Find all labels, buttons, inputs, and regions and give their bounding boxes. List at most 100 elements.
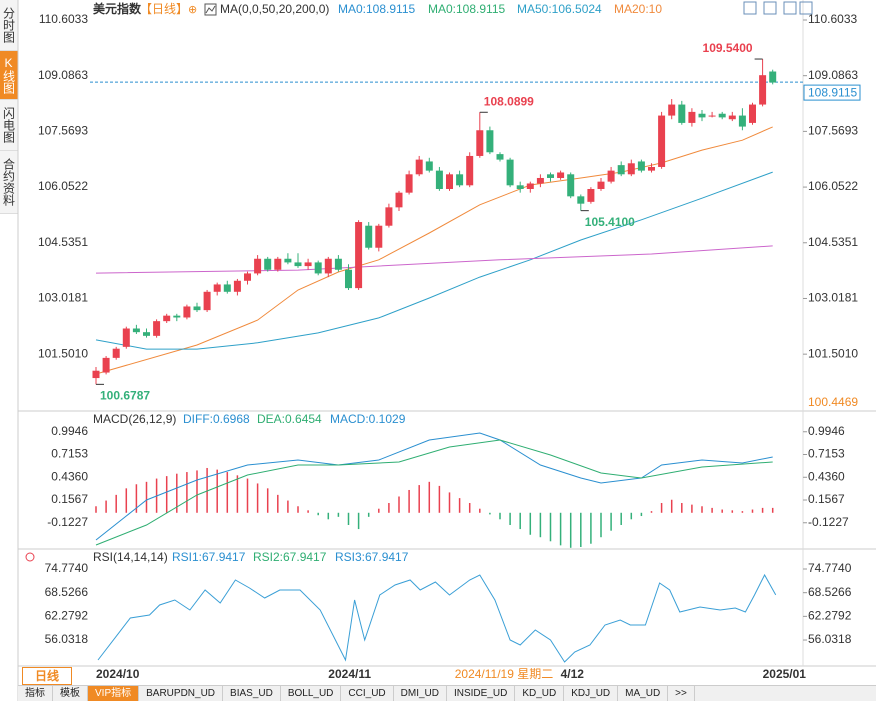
- macd-bar: [337, 512, 340, 517]
- indicator-tab[interactable]: 指标: [18, 686, 53, 701]
- macd-bar: [519, 512, 521, 530]
- window-button[interactable]: [783, 1, 797, 15]
- indicator-tab[interactable]: CCI_UD: [341, 686, 394, 701]
- legend-label: RSI3:67.9417: [335, 550, 409, 564]
- add-icon[interactable]: ⊕: [188, 4, 197, 16]
- indicator-icon[interactable]: [204, 3, 217, 16]
- candle-body: [627, 163, 635, 175]
- macd-bar: [388, 503, 390, 513]
- candle-body: [486, 130, 494, 153]
- candle-body: [132, 328, 140, 333]
- macd-bar: [277, 494, 279, 513]
- candle-body: [173, 315, 181, 318]
- x-tick-label: 4/12: [561, 667, 585, 681]
- macd-bar: [559, 512, 562, 546]
- indicator-tab[interactable]: KD_UD: [515, 686, 565, 701]
- candle-body: [698, 113, 706, 118]
- side-tab[interactable]: 分时图: [0, 0, 18, 51]
- candle-body: [577, 196, 585, 204]
- macd-bar: [499, 512, 501, 520]
- indicator-line: [95, 439, 773, 546]
- candle-body: [516, 185, 524, 189]
- y-tick-label: 110.6033: [808, 12, 857, 26]
- indicator-tab[interactable]: BARUPDN_UD: [139, 686, 224, 701]
- macd-bar: [256, 483, 259, 513]
- candle-body: [688, 111, 696, 123]
- candle-body: [274, 258, 282, 270]
- macd-bar: [580, 512, 582, 547]
- indicator-label: MA20:10: [614, 2, 662, 16]
- candle-body: [324, 258, 332, 274]
- macd-bar: [226, 472, 229, 513]
- macd-bar: [711, 507, 713, 513]
- y-tick-label: -0.1227: [47, 515, 88, 529]
- side-tab[interactable]: 合约资料: [0, 151, 18, 214]
- macd-bar: [741, 511, 744, 513]
- candle-body: [264, 258, 272, 270]
- macd-bar: [236, 475, 239, 513]
- settings-icon[interactable]: [25, 552, 35, 562]
- macd-bar: [125, 488, 128, 513]
- y-tick-label: 0.4360: [808, 469, 845, 483]
- y-tick-label: 74.7740: [808, 561, 852, 575]
- indicator-tab[interactable]: BOLL_UD: [281, 686, 342, 701]
- macd-bar: [347, 512, 350, 525]
- candle-body: [122, 328, 130, 347]
- macd-bar: [206, 467, 208, 513]
- y-tick-label: 0.1567: [808, 492, 845, 506]
- candle-body: [749, 104, 756, 123]
- macd-bar: [549, 512, 552, 542]
- x-tick-label: 2024/11: [328, 667, 371, 681]
- chart-title: 美元指数: [93, 1, 142, 16]
- y-tick-label: 110.6033: [39, 12, 88, 26]
- indicator-tab[interactable]: BIAS_UD: [223, 686, 281, 701]
- window-button[interactable]: [743, 1, 757, 15]
- macd-bar: [670, 499, 673, 513]
- y-tick-label: 62.2792: [45, 609, 89, 623]
- window-button[interactable]: [799, 1, 813, 15]
- indicator-tab[interactable]: INSIDE_UD: [447, 686, 516, 701]
- y-tick-label: 68.5266: [45, 585, 89, 599]
- macd-bar: [489, 512, 491, 515]
- candle-body: [254, 258, 262, 274]
- side-tab[interactable]: 闪电图: [0, 100, 18, 151]
- macd-bar: [327, 512, 330, 520]
- indicator-line: [95, 171, 773, 350]
- candle-body: [92, 370, 100, 379]
- indicator-tab[interactable]: 模板: [53, 686, 88, 701]
- indicator-tab[interactable]: >>: [668, 686, 695, 701]
- macd-bar: [458, 498, 461, 513]
- indicator-tab[interactable]: KDJ_UD: [564, 686, 619, 701]
- macd-bar: [448, 492, 451, 513]
- candle-body: [163, 315, 171, 322]
- side-tab[interactable]: K线图: [0, 51, 18, 100]
- candle-body: [617, 165, 625, 175]
- indicator-line: [97, 573, 777, 663]
- y-tick-label: 0.7153: [51, 447, 88, 461]
- y-tick-label: 62.2792: [808, 609, 852, 623]
- period-button[interactable]: 日线: [22, 667, 72, 685]
- window-button[interactable]: [763, 1, 777, 15]
- indicator-tab[interactable]: DMI_UD: [394, 686, 447, 701]
- candle-body: [728, 115, 736, 120]
- macd-bar: [771, 507, 774, 513]
- legend-label: RSI2:67.9417: [253, 550, 327, 564]
- indicator-tab[interactable]: VIP指标: [88, 686, 140, 701]
- indicator-tab[interactable]: MA_UD: [618, 686, 669, 701]
- y-tick-label: 68.5266: [808, 585, 852, 599]
- y-tick-label: 0.9946: [808, 424, 845, 438]
- annotation-label: 109.5400: [703, 41, 753, 55]
- y-tick-label: 56.0318: [45, 632, 89, 646]
- y-tick-label: 104.5351: [808, 235, 858, 249]
- candle-body: [233, 280, 241, 292]
- macd-bar: [297, 506, 299, 513]
- candle-body: [203, 291, 211, 311]
- macd-bar: [165, 476, 168, 513]
- legend-label: DIFF:0.6968: [183, 412, 250, 426]
- macd-bar: [610, 512, 612, 531]
- candle-body: [345, 269, 352, 289]
- candle-body: [435, 170, 443, 189]
- y-tick-label: 107.5693: [38, 124, 88, 138]
- candle-body: [476, 130, 484, 156]
